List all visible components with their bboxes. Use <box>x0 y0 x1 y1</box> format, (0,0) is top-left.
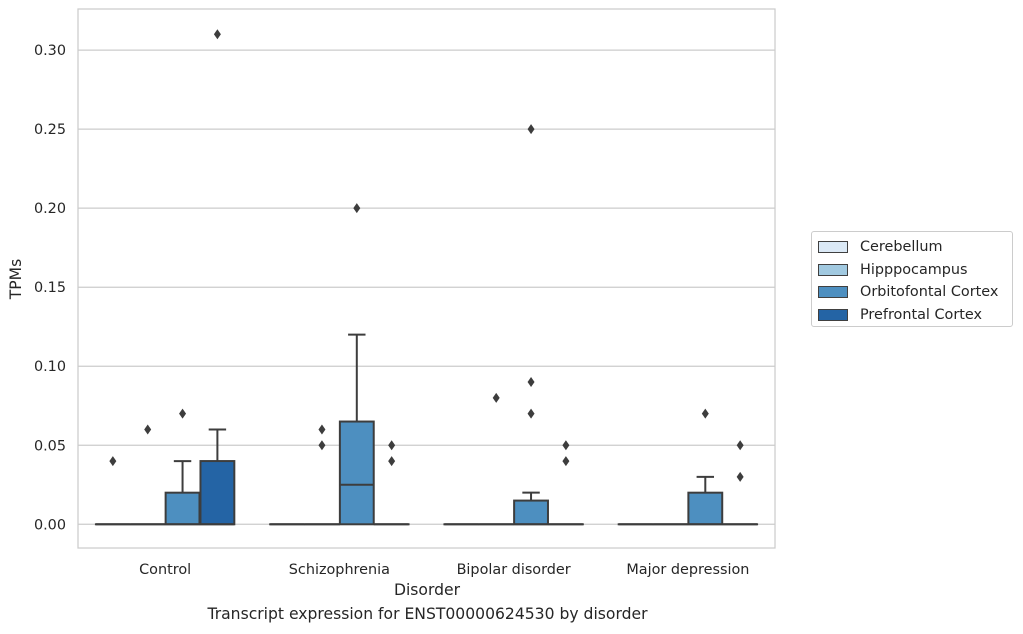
outlier-point <box>179 408 187 419</box>
outlier-point <box>318 440 326 451</box>
legend-item-orbitofrontal-cortex: Orbitofontal Cortex <box>812 281 1012 304</box>
x-tick-label: Bipolar disorder <box>457 562 571 578</box>
legend-swatch <box>818 263 848 276</box>
x-tick-labels: Control Schizophrenia Bipolar disorder Majo… <box>139 562 749 578</box>
outlier-point <box>701 408 709 419</box>
outlier-point <box>527 377 535 388</box>
outlier-point <box>388 440 396 451</box>
outlier-point <box>318 424 326 435</box>
legend-swatch <box>818 241 848 254</box>
outlier-point <box>562 440 570 451</box>
x-tick-label: Schizophrenia <box>289 562 390 578</box>
plot-frame <box>77 8 776 549</box>
outlier-point <box>492 392 500 403</box>
outlier-point <box>527 124 535 135</box>
y-tick-label: 0.00 <box>34 517 66 533</box>
y-tick-label: 0.20 <box>34 201 66 217</box>
box-3-2 <box>687 408 724 526</box>
outlier-point <box>527 408 535 419</box>
box-3-3 <box>722 440 759 526</box>
y-tick-label: 0.30 <box>34 43 66 59</box>
x-tick-label: Major depression <box>626 562 749 578</box>
legend: Cerebellum Hipppocampus Orbitofontal Cor… <box>811 231 1013 327</box>
box-2-3 <box>547 440 584 526</box>
y-tick-labels: 0.00 0.05 0.10 0.15 0.20 0.25 0.30 <box>34 43 66 533</box>
iqr-box <box>199 460 236 526</box>
box-0-3 <box>199 29 236 526</box>
legend-label: Orbitofontal Cortex <box>860 284 999 301</box>
legend-label: Cerebellum <box>860 239 943 256</box>
y-tick-label: 0.05 <box>34 438 66 454</box>
iqr-box <box>338 420 375 526</box>
outlier-point <box>213 29 221 40</box>
boxes <box>94 29 759 526</box>
x-axis-label: Disorder <box>394 581 461 599</box>
outlier-point <box>353 203 361 214</box>
y-tick-label: 0.10 <box>34 359 66 375</box>
box-2-1 <box>478 392 515 526</box>
y-tick-label: 0.25 <box>34 122 66 138</box>
outlier-point <box>562 456 570 467</box>
chart-caption: Transcript expression for ENST0000062453… <box>207 605 648 623</box>
box-1-2 <box>338 203 375 526</box>
box-0-0 <box>94 456 131 526</box>
y-axis-label: TPMs <box>7 259 25 301</box>
legend-label: Prefrontal Cortex <box>860 307 983 324</box>
box-0-1 <box>129 424 166 526</box>
outlier-point <box>109 456 117 467</box>
legend-item-prefrontal-cortex: Prefrontal Cortex <box>812 304 1012 327</box>
outlier-point <box>736 440 744 451</box>
outlier-point <box>388 456 396 467</box>
legend-item-cerebellum: Cerebellum <box>812 236 1012 259</box>
iqr-box <box>513 499 549 526</box>
legend-item-hippocampus: Hipppocampus <box>812 259 1012 282</box>
iqr-box <box>164 491 201 526</box>
outlier-point <box>144 424 152 435</box>
legend-swatch <box>818 309 848 322</box>
box-1-3 <box>373 440 410 526</box>
box-1-1 <box>304 424 340 526</box>
legend-swatch <box>818 286 848 299</box>
legend-label: Hipppocampus <box>860 261 968 278</box>
gridlines <box>78 49 775 525</box>
box-2-2 <box>513 124 549 526</box>
iqr-box <box>687 491 724 526</box>
outlier-point <box>736 471 744 482</box>
x-tick-label: Control <box>139 562 191 578</box>
box-0-2 <box>164 408 201 526</box>
y-tick-label: 0.15 <box>34 280 66 296</box>
